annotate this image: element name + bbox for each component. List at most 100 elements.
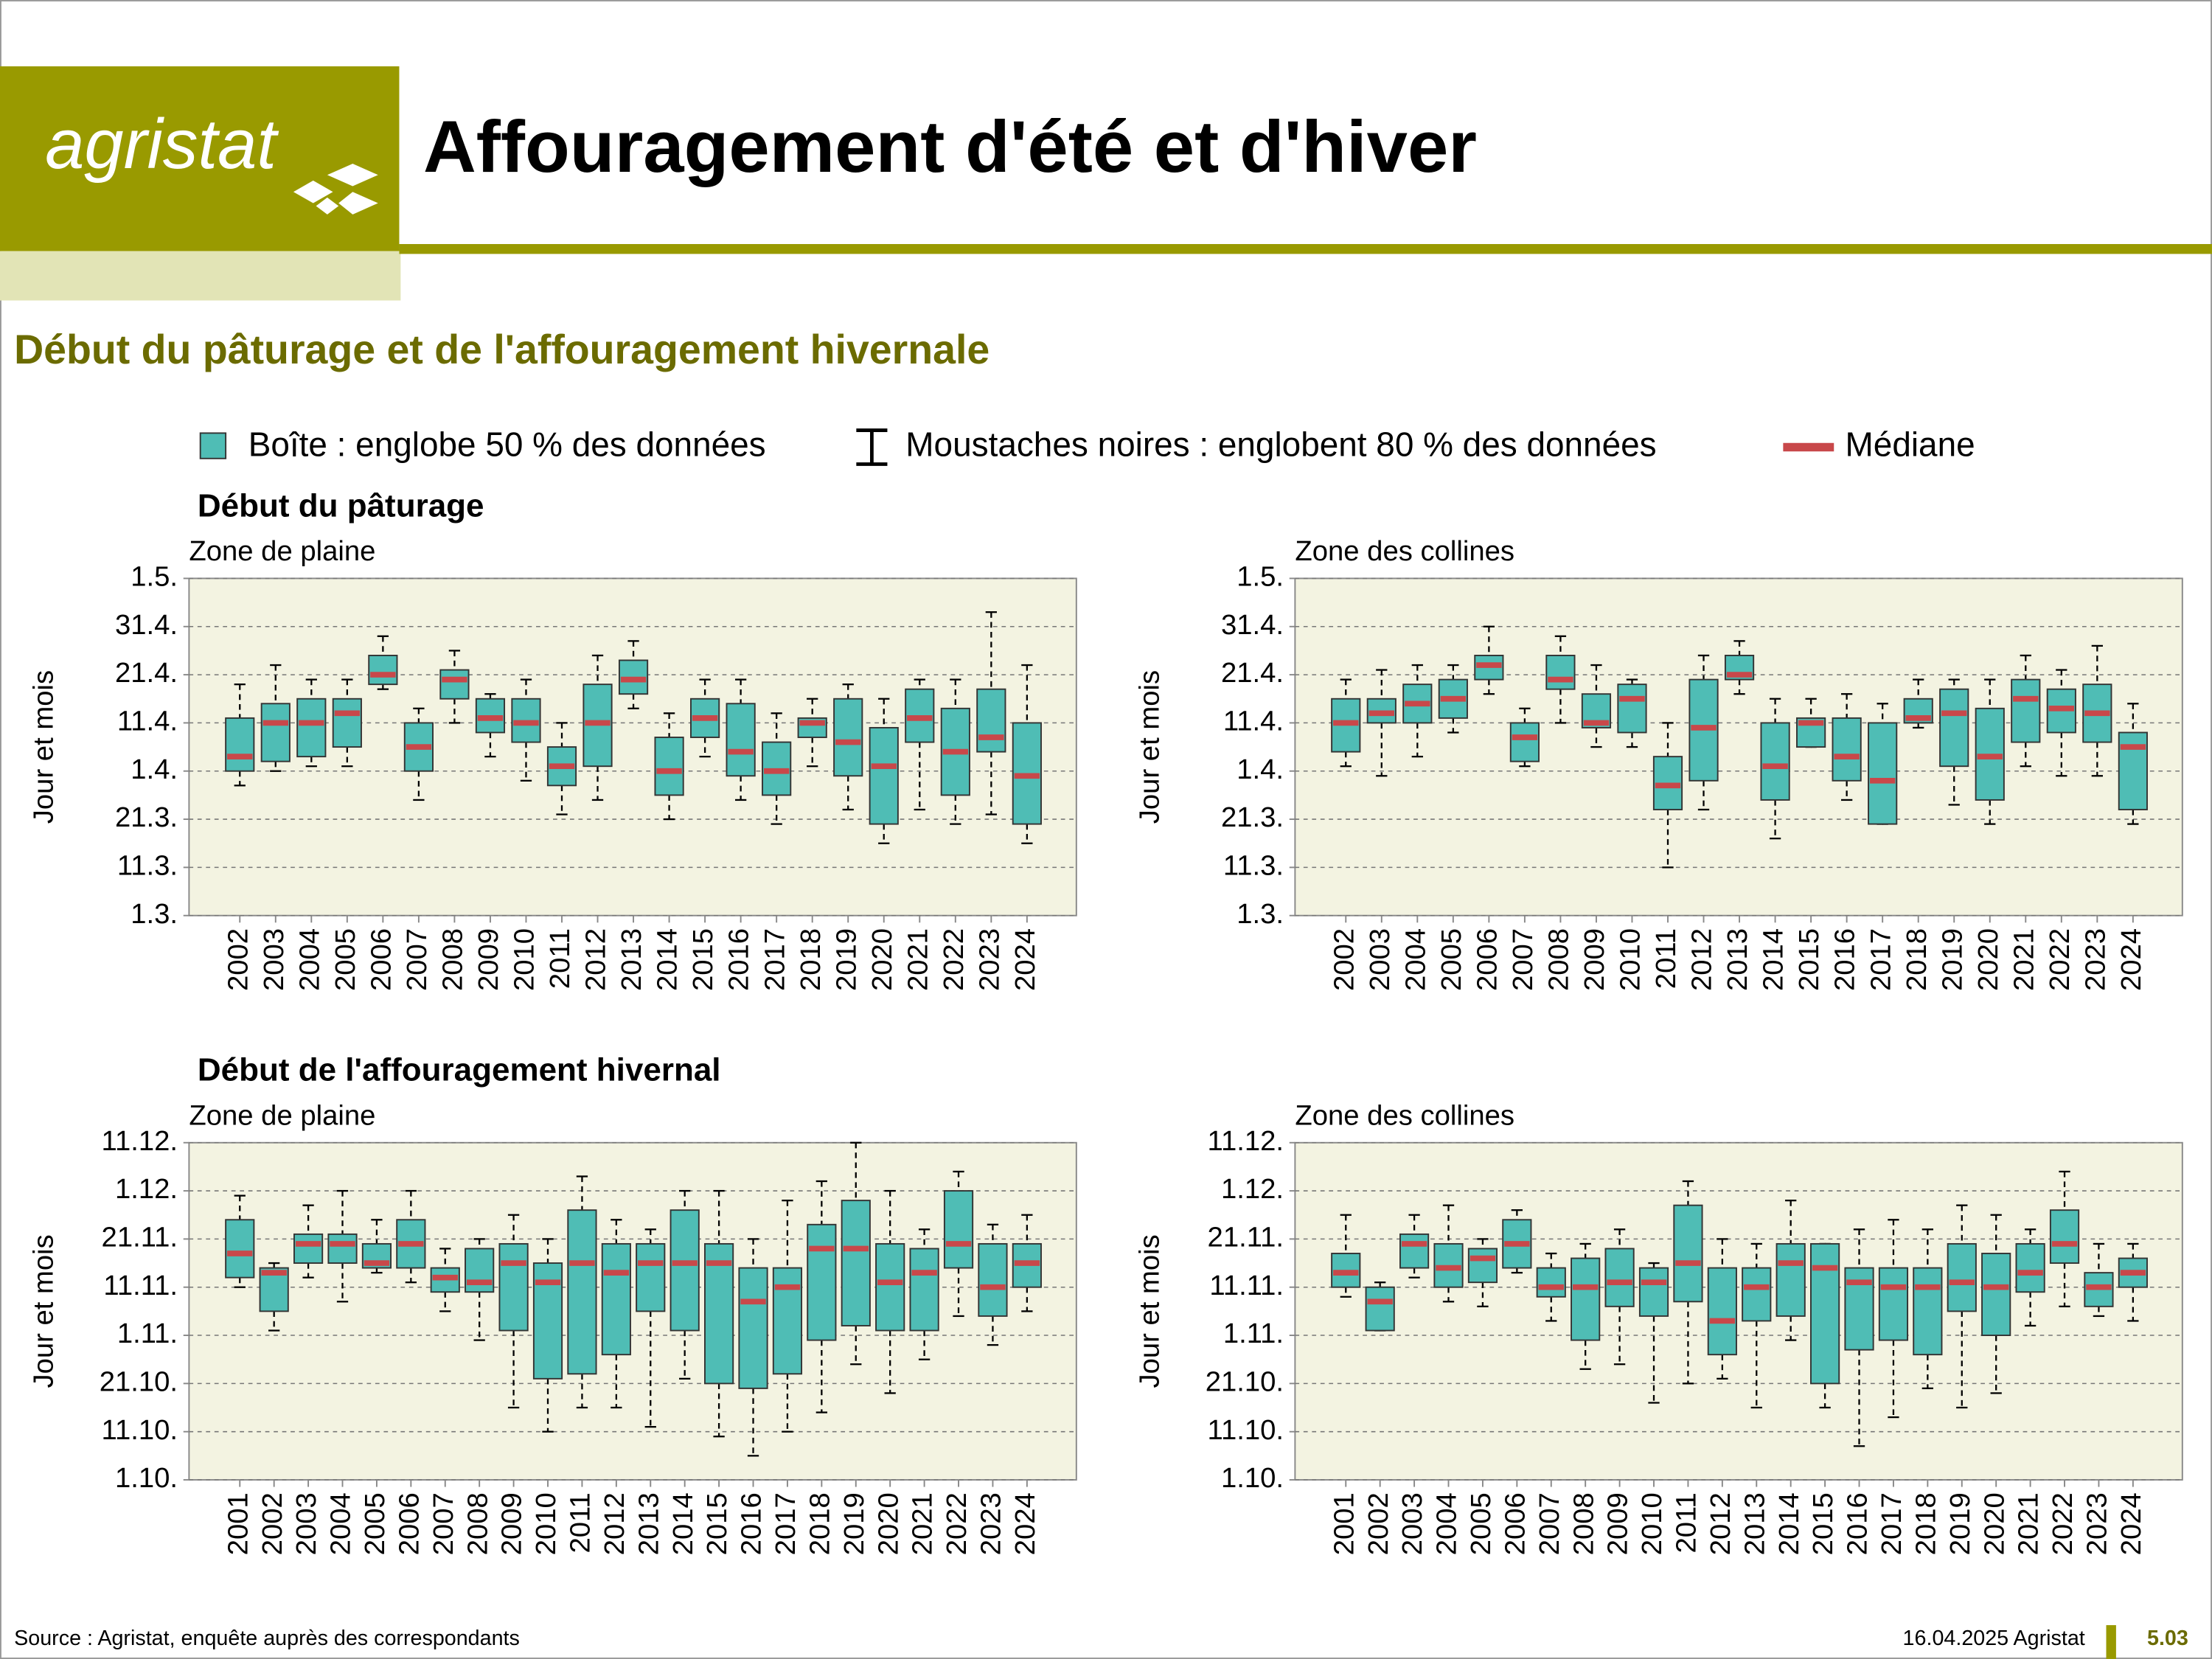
x-tick-label: 2021: [902, 928, 933, 991]
x-tick-label: 2008: [437, 928, 469, 991]
y-tick-label: 11.12.: [1208, 1125, 1284, 1157]
box: [498, 1242, 529, 1332]
box: [909, 1248, 939, 1332]
y-tick-label: 21.10.: [100, 1366, 178, 1397]
x-tick-label: 2012: [1686, 928, 1718, 991]
box: [1604, 1248, 1635, 1307]
x-tick-label: 2006: [1499, 1492, 1531, 1555]
y-axis-label: Jour et mois: [1133, 670, 1165, 824]
footer-source: Source : Agristat, enquête auprès des co…: [14, 1627, 520, 1650]
x-tick-label: 2011: [544, 928, 576, 989]
x-tick-label: 2020: [866, 928, 898, 991]
x-tick-label: 2015: [1793, 928, 1825, 991]
logo-text: agristat: [45, 105, 279, 184]
box: [1536, 1267, 1566, 1298]
x-tick-label: 2020: [1972, 928, 2004, 991]
x-tick-label: 2017: [1876, 1492, 1907, 1555]
x-tick-label: 2024: [2115, 928, 2147, 991]
logo-block: [0, 66, 400, 251]
box: [1617, 684, 1647, 734]
x-tick-label: 2018: [1910, 1492, 1941, 1555]
x-tick-label: 2024: [2115, 1492, 2147, 1555]
box: [327, 1233, 358, 1265]
y-tick-label: 1.12.: [115, 1173, 178, 1205]
y-tick-label: 21.11.: [1208, 1222, 1284, 1253]
x-tick-label: 2010: [530, 1492, 562, 1555]
y-tick-label: 11.3.: [1223, 849, 1284, 881]
x-tick-label: 2007: [1534, 1492, 1565, 1555]
x-tick-label: 2019: [1936, 928, 1968, 991]
box: [1638, 1267, 1669, 1317]
y-tick-label: 21.11.: [102, 1222, 178, 1253]
box: [807, 1223, 837, 1341]
y-tick-label: 1.5.: [1237, 561, 1284, 593]
legend-whisker-icon: [856, 428, 888, 466]
x-tick-label: 2022: [2044, 928, 2076, 991]
x-tick-label: 2008: [1543, 928, 1575, 991]
chart-title: Zone de plaine: [189, 1099, 375, 1131]
box: [2049, 1209, 2080, 1265]
box: [669, 1209, 700, 1332]
x-tick-label: 2009: [1579, 928, 1610, 991]
chart-title: Zone des collines: [1295, 1099, 1514, 1131]
y-axis-label: Jour et mois: [27, 670, 59, 824]
y-tick-label: 31.4.: [1221, 609, 1284, 641]
y-axis-label: Jour et mois: [1133, 1234, 1165, 1388]
x-tick-label: 2010: [509, 928, 540, 991]
box: [1913, 1267, 1943, 1356]
footer-date: 16.04.2025 Agristat: [1903, 1627, 2085, 1650]
y-tick-label: 11.4.: [117, 706, 178, 737]
x-tick-label: 2016: [1829, 928, 1861, 991]
y-tick-label: 11.11.: [103, 1270, 178, 1301]
box: [2011, 678, 2041, 743]
x-tick-label: 2019: [1944, 1492, 1976, 1555]
y-tick-label: 1.4.: [131, 754, 178, 785]
x-tick-label: 2006: [393, 1492, 425, 1555]
box: [332, 698, 362, 748]
x-tick-label: 2019: [830, 928, 862, 991]
x-tick-label: 2006: [1471, 928, 1503, 991]
box: [260, 703, 291, 762]
box: [726, 703, 756, 777]
section-title: Début du pâturage: [198, 487, 484, 524]
x-tick-label: 2024: [1009, 1492, 1041, 1555]
x-tick-label: 2022: [938, 928, 970, 991]
x-tick-label: 2005: [1465, 1492, 1497, 1555]
x-tick-label: 2011: [1671, 1492, 1703, 1553]
legend-box-label: Boîte : englobe 50 % des données: [248, 425, 766, 464]
x-tick-label: 2018: [795, 928, 827, 991]
y-tick-label: 1.10.: [115, 1462, 178, 1494]
y-tick-label: 21.4.: [1221, 657, 1284, 689]
y-tick-label: 1.4.: [1237, 754, 1284, 785]
box: [833, 698, 863, 777]
x-tick-label: 2002: [1328, 928, 1360, 991]
x-tick-label: 2007: [401, 928, 433, 991]
x-tick-label: 2002: [257, 1492, 288, 1555]
x-tick-label: 2003: [258, 928, 290, 991]
logo-band: [0, 251, 401, 301]
box: [1545, 655, 1576, 690]
box: [654, 737, 684, 796]
x-tick-label: 2009: [496, 1492, 528, 1555]
x-tick-label: 2007: [1507, 928, 1539, 991]
box: [2118, 731, 2148, 810]
x-tick-label: 2012: [599, 1492, 630, 1555]
legend: Boîte : englobe 50 % des données Moustac…: [199, 425, 1975, 466]
y-tick-label: 11.12.: [102, 1125, 178, 1157]
x-tick-label: 2003: [1397, 1492, 1428, 1555]
y-tick-label: 11.10.: [1208, 1414, 1284, 1446]
y-tick-label: 1.5.: [131, 561, 178, 593]
box: [1467, 1248, 1498, 1284]
subtitle: Début du pâturage et de l'affouragement …: [14, 327, 990, 372]
x-tick-label: 2009: [1602, 1492, 1634, 1555]
x-tick-label: 2010: [1636, 1492, 1668, 1555]
x-tick-label: 2013: [633, 1492, 664, 1555]
x-tick-label: 2002: [1363, 1492, 1394, 1555]
y-tick-label: 1.11.: [117, 1318, 178, 1349]
x-tick-label: 2017: [1865, 928, 1896, 991]
y-tick-label: 1.10.: [1221, 1462, 1284, 1494]
y-tick-label: 21.3.: [115, 801, 178, 833]
x-tick-label: 2004: [1399, 928, 1431, 991]
box: [875, 1242, 905, 1332]
y-tick-label: 1.12.: [1221, 1173, 1284, 1205]
